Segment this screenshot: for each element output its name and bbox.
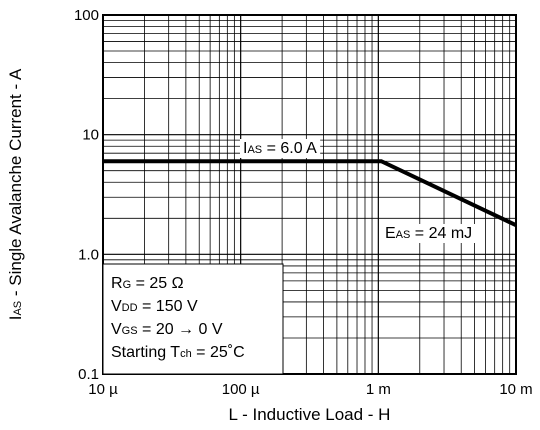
condition-text: = 150 V: [138, 298, 198, 315]
eas-sub: AS: [396, 229, 411, 241]
condition-line: RG = 25 Ω: [111, 275, 184, 292]
condition-text: = 20 → 0 V: [138, 321, 223, 338]
x-axis-title: L - Inductive Load - H: [229, 405, 391, 424]
y-tick-label: 0.1: [78, 366, 99, 383]
condition-sub: GS: [122, 325, 138, 337]
condition-sub: DD: [122, 302, 138, 314]
y-axis-title: IAS - Single Avalanche Current - A: [6, 68, 25, 320]
condition-line: VDD = 150 V: [111, 298, 198, 315]
y-axis-title-text: - Single Avalanche Current - A: [6, 68, 25, 301]
minor-grid: [103, 15, 516, 374]
x-tick-label: 10 µ: [88, 381, 118, 398]
x-tick-labels: 10 µ 100 µ 1 m 10 m: [88, 381, 532, 398]
ias-sub: AS: [247, 144, 262, 156]
condition-text: = 25˚C: [192, 344, 245, 361]
y-tick-labels: 0.1 1.0 10 100: [74, 7, 99, 383]
condition-sub: G: [123, 279, 132, 291]
x-tick-label: 100 µ: [222, 381, 260, 398]
ias-label-background: [240, 139, 321, 158]
eas-symbol: E: [385, 225, 396, 242]
y-tick-label: 100: [74, 7, 99, 24]
y-tick-label: 1.0: [78, 246, 99, 263]
y-axis-title-symbol: I: [6, 316, 25, 321]
condition-sub: ch: [180, 348, 192, 360]
condition-symbol: V: [111, 321, 122, 338]
y-axis-title-sub: AS: [12, 301, 24, 316]
y-tick-label: 10: [82, 127, 99, 144]
ias-text: = 6.0 A: [262, 140, 317, 157]
condition-line: VGS = 20 → 0 V: [111, 321, 223, 338]
ias-annotation: IAS = 6.0 A: [243, 140, 317, 157]
ias-symbol: I: [243, 140, 247, 157]
eas-text: = 24 mJ: [410, 225, 472, 242]
conditions-box: [102, 263, 284, 375]
avalanche-current-line: [103, 159, 517, 228]
x-tick-label: 10 m: [499, 381, 532, 398]
eas-annotation: EAS = 24 mJ: [385, 225, 472, 242]
condition-line: Starting Tch = 25˚C: [111, 344, 245, 361]
condition-text: = 25 Ω: [131, 275, 183, 292]
eas-label-background: [382, 224, 476, 243]
plot-frame: [102, 14, 517, 375]
condition-symbol: V: [111, 298, 122, 315]
series-layer: [103, 159, 517, 228]
condition-symbol: Starting T: [111, 344, 180, 361]
condition-symbol: R: [111, 275, 123, 292]
x-tick-label: 1 m: [366, 381, 391, 398]
major-grid: [103, 15, 516, 374]
